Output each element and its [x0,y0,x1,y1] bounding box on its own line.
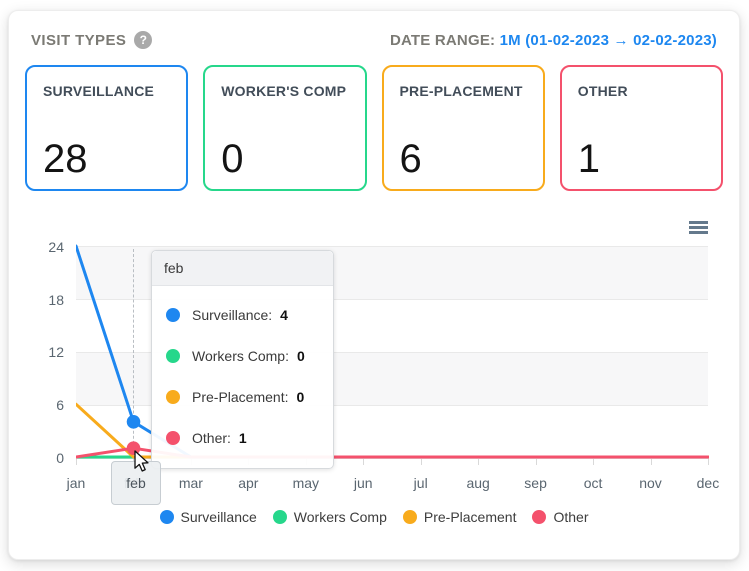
visit-types-panel: VISIT TYPES ? DATE RANGE: 1M (01-02-2023… [8,10,740,560]
card-label: PRE-PLACEMENT [399,83,523,99]
mouse-cursor-icon [134,450,149,472]
legend-item-pre-placement[interactable]: Pre-Placement [402,509,517,525]
date-range-label: DATE RANGE: [389,31,496,49]
legend-label: Pre-Placement [423,509,517,525]
x-axis-label: may [292,475,320,491]
x-axis-tick [535,459,537,465]
card-value: 6 [399,137,422,181]
card-label: OTHER [577,83,628,99]
card-label: SURVEILLANCE [43,83,155,99]
card-label: WORKER'S COMP [221,83,347,99]
y-axis-label: 24 [48,238,64,255]
x-axis-label: nov [639,475,662,491]
tooltip-row: Surveillance: 4 [152,294,333,335]
x-axis-label: aug [466,475,490,491]
legend-dot-icon [272,510,287,524]
panel-header: VISIT TYPES ? DATE RANGE: 1M (01-02-2023… [9,11,739,49]
x-axis-label: oct [583,475,603,491]
card-pre-placement: PRE-PLACEMENT 6 [381,65,545,191]
card-value: 0 [221,137,244,181]
tooltip-label: Workers Comp: [192,347,289,364]
y-axis-label: 12 [48,344,64,361]
tooltip-row: Pre-Placement: 0 [152,376,333,417]
date-range: DATE RANGE: 1M (01-02-2023 → 02-02-2023) [390,32,717,49]
summary-cards: SURVEILLANCE 28 WORKER'S COMP 0 PRE-PLAC… [25,65,723,191]
tooltip-row: Workers Comp: 0 [152,335,333,376]
hover-marker-surveillance [126,415,141,429]
gridline [76,352,708,353]
y-axis-label: 18 [48,291,64,308]
x-axis-tick [420,459,422,465]
tooltip-value: 0 [296,388,305,405]
help-icon[interactable]: ? [134,31,153,49]
tooltip-row: Other: 1 [152,417,333,458]
card-value: 28 [43,137,88,181]
tooltip-label: Pre-Placement: [192,388,289,405]
date-range-value[interactable]: 1M (01-02-2023 → 02-02-2023) [499,31,717,49]
card-surveillance: SURVEILLANCE 28 [25,65,189,191]
card-workers-comp: WORKER'S COMP 0 [203,65,367,191]
x-axis-tick [593,459,595,465]
x-axis-label: dec [696,475,720,491]
x-axis-tick [650,459,652,465]
x-axis-tick [707,459,709,465]
panel-title: VISIT TYPES [31,31,127,49]
card-value: 1 [577,137,600,181]
x-axis-label: jan [66,475,86,491]
tooltip-body: Surveillance: 4 Workers Comp: 0 Pre-Plac… [152,286,333,468]
series-dot-icon [166,430,180,445]
legend-dot-icon [532,510,547,524]
chart-tooltip: feb Surveillance: 4 Workers Comp: 0 Pre-… [151,250,334,469]
legend-item-workers-comp[interactable]: Workers Comp [272,509,387,525]
legend-label: Other [553,509,589,525]
series-dot-icon [166,348,180,363]
x-axis-tick [76,459,77,465]
tooltip-value: 0 [296,347,305,364]
legend-dot-icon [402,510,417,524]
x-axis-tick [478,459,480,465]
x-axis-label: apr [238,475,259,491]
x-axis-label: sep [524,475,547,491]
card-other: OTHER 1 [559,65,723,191]
chart-legend: Surveillance Workers Comp Pre-Placement … [9,509,739,525]
x-axis-label: mar [178,475,203,491]
tooltip-value: 1 [238,429,247,446]
legend-label: Workers Comp [293,509,387,525]
x-axis-label: jul [413,475,428,491]
gridline [76,405,708,406]
crosshair-axis-label: feb [111,461,161,505]
legend-item-other[interactable]: Other [532,509,588,525]
panel-title-group: VISIT TYPES ? [31,31,153,49]
legend-label: Surveillance [180,509,257,525]
tooltip-label: Other: [192,429,231,446]
tooltip-header: feb [152,251,333,286]
tooltip-label: Surveillance: [192,306,273,323]
y-axis-label: 6 [56,397,64,414]
gridline [76,299,708,300]
series-dot-icon [166,307,180,322]
legend-dot-icon [159,510,174,524]
chart-menu-button[interactable] [689,221,708,236]
visit-types-chart: 0 6 12 18 24 jan feb mar apr may jun jul aug sep oct n… [9,213,739,549]
legend-item-surveillance[interactable]: Surveillance [159,509,257,525]
hover-marker-other [126,441,141,455]
series-dot-icon [166,389,180,404]
gridline [76,246,708,247]
hamburger-icon [689,221,708,224]
y-axis-label: 0 [56,450,64,466]
x-axis-label: jun [353,475,373,491]
tooltip-value: 4 [280,306,288,323]
crosshair-line [133,249,134,459]
x-axis-tick [363,459,365,465]
